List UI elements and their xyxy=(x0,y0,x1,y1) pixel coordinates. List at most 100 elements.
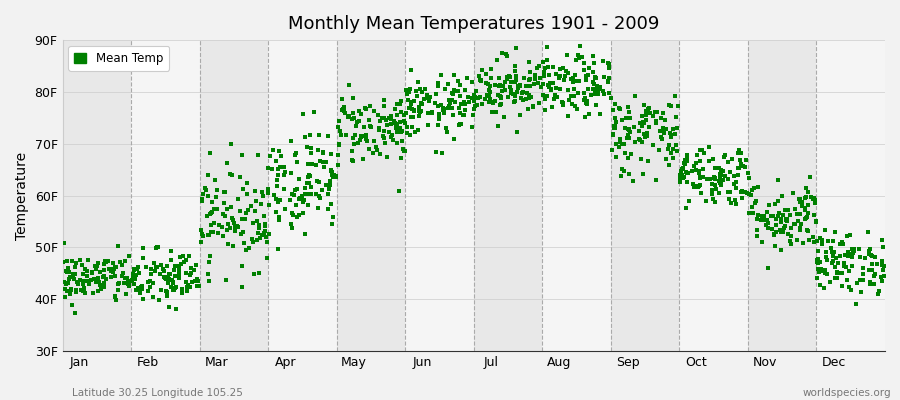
Point xyxy=(500,76,514,82)
Point xyxy=(856,276,870,283)
Point xyxy=(58,294,72,300)
Point xyxy=(440,129,454,135)
Point xyxy=(345,157,359,163)
Point xyxy=(482,82,497,89)
Point xyxy=(166,278,180,285)
Point xyxy=(778,207,792,214)
Point xyxy=(734,150,748,156)
Point xyxy=(64,287,78,293)
Point xyxy=(504,90,518,96)
Point xyxy=(611,144,625,150)
Point xyxy=(233,208,248,214)
Y-axis label: Temperature: Temperature xyxy=(15,152,29,240)
Point xyxy=(830,270,844,276)
Point xyxy=(466,98,481,104)
Point xyxy=(593,111,608,117)
Point xyxy=(256,229,271,236)
Point xyxy=(146,293,160,300)
Point xyxy=(186,266,201,273)
Point xyxy=(135,283,149,289)
Point xyxy=(414,108,428,114)
Point xyxy=(324,201,338,207)
Point xyxy=(638,134,652,140)
Point xyxy=(61,268,76,275)
Point xyxy=(811,248,825,254)
Point xyxy=(105,260,120,266)
Point xyxy=(769,216,783,222)
Point xyxy=(863,279,878,285)
Point xyxy=(86,290,100,297)
Point xyxy=(257,227,272,234)
Point xyxy=(96,274,111,280)
Point xyxy=(641,158,655,164)
Point xyxy=(504,87,518,94)
Point xyxy=(761,264,776,271)
Point xyxy=(428,100,442,107)
Point xyxy=(385,132,400,138)
Point xyxy=(64,286,78,292)
Point xyxy=(303,131,318,138)
Point xyxy=(635,113,650,119)
Point xyxy=(786,190,800,196)
Point xyxy=(112,287,126,293)
Point xyxy=(680,158,694,164)
Point xyxy=(792,227,806,233)
Point xyxy=(840,277,854,283)
Point xyxy=(731,172,745,179)
Point xyxy=(434,72,448,78)
Point xyxy=(107,266,122,272)
Point xyxy=(557,77,572,83)
Point xyxy=(111,242,125,249)
Point xyxy=(59,258,74,264)
Point xyxy=(217,189,231,195)
Point xyxy=(810,256,824,262)
Point xyxy=(97,284,112,290)
Point xyxy=(98,258,112,264)
Point xyxy=(527,81,542,87)
Point xyxy=(234,230,248,237)
Point xyxy=(341,114,356,120)
Point xyxy=(269,195,284,202)
Point xyxy=(164,256,178,263)
Point xyxy=(508,79,522,85)
Point xyxy=(114,273,129,280)
Point xyxy=(621,127,635,134)
Point xyxy=(779,216,794,222)
Point xyxy=(788,221,802,228)
Point xyxy=(363,103,377,110)
Point xyxy=(771,213,786,219)
Point xyxy=(435,149,449,156)
Point xyxy=(656,110,670,116)
Point xyxy=(588,88,602,94)
Point xyxy=(390,140,404,147)
Point xyxy=(716,168,730,174)
Point xyxy=(663,150,678,156)
Point xyxy=(172,267,186,273)
Point xyxy=(468,94,482,101)
Point xyxy=(301,190,315,197)
Point xyxy=(172,275,186,282)
Point xyxy=(682,198,697,204)
Point xyxy=(443,100,457,106)
Point xyxy=(817,227,832,234)
Point xyxy=(354,134,368,140)
Point xyxy=(670,125,684,131)
Point xyxy=(824,244,838,251)
Point xyxy=(811,265,825,272)
Point xyxy=(606,131,620,137)
Point xyxy=(713,180,727,187)
Point xyxy=(755,239,770,245)
Point xyxy=(126,270,140,277)
Point xyxy=(842,252,856,259)
Point xyxy=(508,68,522,74)
Point xyxy=(332,142,347,149)
Point xyxy=(421,95,436,101)
Point xyxy=(116,270,130,276)
Point xyxy=(508,45,523,52)
Point xyxy=(801,228,815,234)
Point xyxy=(400,88,415,95)
Point xyxy=(642,124,656,130)
Point xyxy=(156,266,170,272)
Point xyxy=(322,186,337,192)
Point xyxy=(482,93,497,100)
